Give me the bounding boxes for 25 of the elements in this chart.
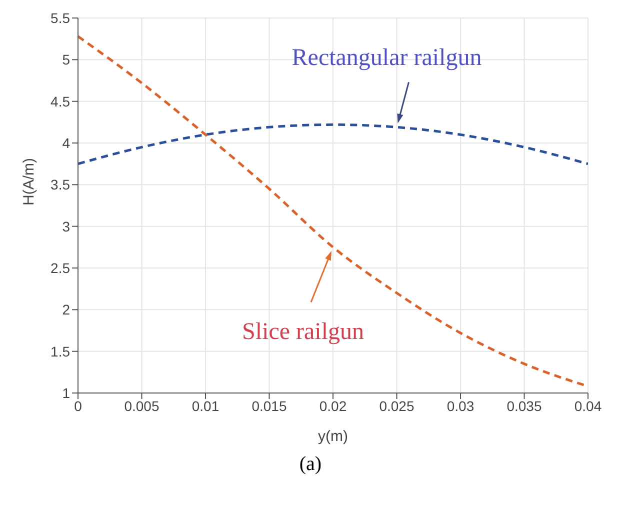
y-tick-label: 2.5	[50, 260, 70, 276]
y-tick-label: 3.5	[50, 176, 70, 193]
x-tick-label: 0.04	[574, 398, 602, 414]
x-tick-label: 0.005	[124, 398, 160, 414]
x-tick-label: 0.035	[506, 398, 542, 414]
y-axis-title: H(A/m)	[20, 158, 38, 206]
y-tick-label: 1.5	[50, 343, 70, 360]
text: Rectangular railgun	[292, 45, 482, 72]
line-series	[78, 123, 588, 166]
x-tick-label: 0.015	[252, 398, 287, 414]
y-tick-label: 1	[62, 384, 70, 401]
y-tick-label: 5	[62, 52, 70, 68]
x-tick-label: 0.03	[446, 398, 474, 414]
y-tick-label: 2	[62, 302, 70, 318]
legend-label: Slice railgun	[242, 319, 364, 346]
y-tick-label: 4	[62, 134, 70, 151]
text: (a)	[298, 453, 323, 476]
x-tick-label: 0.02	[319, 398, 347, 414]
x-tick-label: 0	[74, 398, 82, 414]
x-tick-label: 0.01	[192, 398, 220, 414]
y-tick-label: 3	[62, 218, 70, 234]
x-tick-label: 0.025	[379, 398, 414, 414]
y-tick-label: 5.5	[50, 10, 70, 26]
x-axis-title: y(m)	[318, 428, 348, 445]
y-tick-label: 4.5	[50, 93, 70, 110]
